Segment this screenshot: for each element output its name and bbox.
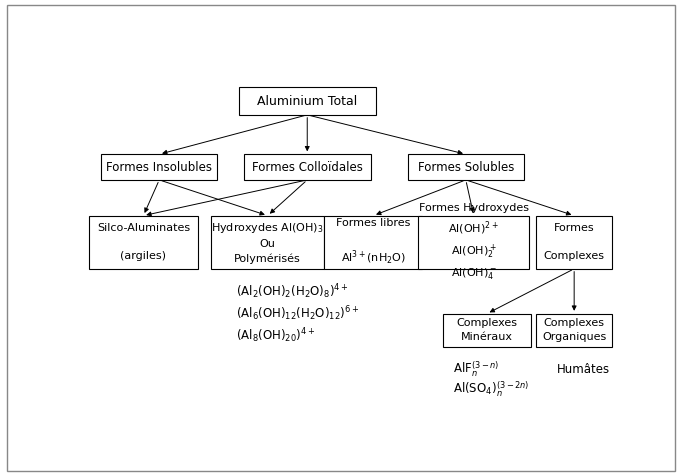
Text: Silco-Aluminates

(argiles): Silco-Aluminates (argiles) (97, 223, 190, 261)
Text: Formes Hydroxydes
Al(OH)$^{2+}$
Al(OH)$_2^+$
Al(OH)$_4^-$: Formes Hydroxydes Al(OH)$^{2+}$ Al(OH)$_… (419, 203, 529, 281)
FancyBboxPatch shape (239, 88, 376, 115)
Text: Formes Solubles: Formes Solubles (417, 160, 514, 174)
Text: AlF$_n^{(3-n)}$: AlF$_n^{(3-n)}$ (453, 360, 499, 379)
Text: Complexes
Minéraux: Complexes Minéraux (456, 318, 518, 342)
Text: Formes Colloïdales: Formes Colloïdales (252, 160, 363, 174)
Text: (Al$_8$(OH)$_{20}$)$^{4+}$: (Al$_8$(OH)$_{20}$)$^{4+}$ (236, 327, 315, 345)
Text: Formes

Complexes: Formes Complexes (544, 223, 605, 261)
FancyBboxPatch shape (101, 154, 218, 180)
FancyBboxPatch shape (443, 314, 531, 347)
Text: Formes Insolubles: Formes Insolubles (106, 160, 212, 174)
Text: (Al$_2$(OH)$_2$(H$_2$O)$_8$)$^{4+}$: (Al$_2$(OH)$_2$(H$_2$O)$_8$)$^{4+}$ (236, 282, 349, 301)
Text: Aluminium Total: Aluminium Total (257, 95, 357, 108)
Text: Complexes
Organiques: Complexes Organiques (542, 318, 606, 342)
FancyBboxPatch shape (211, 216, 325, 269)
FancyBboxPatch shape (418, 216, 529, 269)
FancyBboxPatch shape (325, 216, 422, 269)
Text: Hydroxydes Al(OH)$_3$
Ou
Polymérisés: Hydroxydes Al(OH)$_3$ Ou Polymérisés (211, 221, 324, 264)
FancyBboxPatch shape (536, 216, 612, 269)
Text: Humâtes: Humâtes (557, 363, 610, 376)
FancyBboxPatch shape (536, 314, 612, 347)
FancyBboxPatch shape (408, 154, 524, 180)
Text: (Al$_6$(OH)$_{12}$(H$_2$O)$_{12}$)$^{6+}$: (Al$_6$(OH)$_{12}$(H$_2$O)$_{12}$)$^{6+}… (236, 304, 359, 323)
FancyBboxPatch shape (244, 154, 371, 180)
Text: Formes libres

Al$^{3+}$(nH$_2$O): Formes libres Al$^{3+}$(nH$_2$O) (336, 218, 411, 267)
FancyBboxPatch shape (89, 216, 198, 269)
Text: Al(SO$_4$)$_n^{(3-2n)}$: Al(SO$_4$)$_n^{(3-2n)}$ (453, 379, 529, 398)
